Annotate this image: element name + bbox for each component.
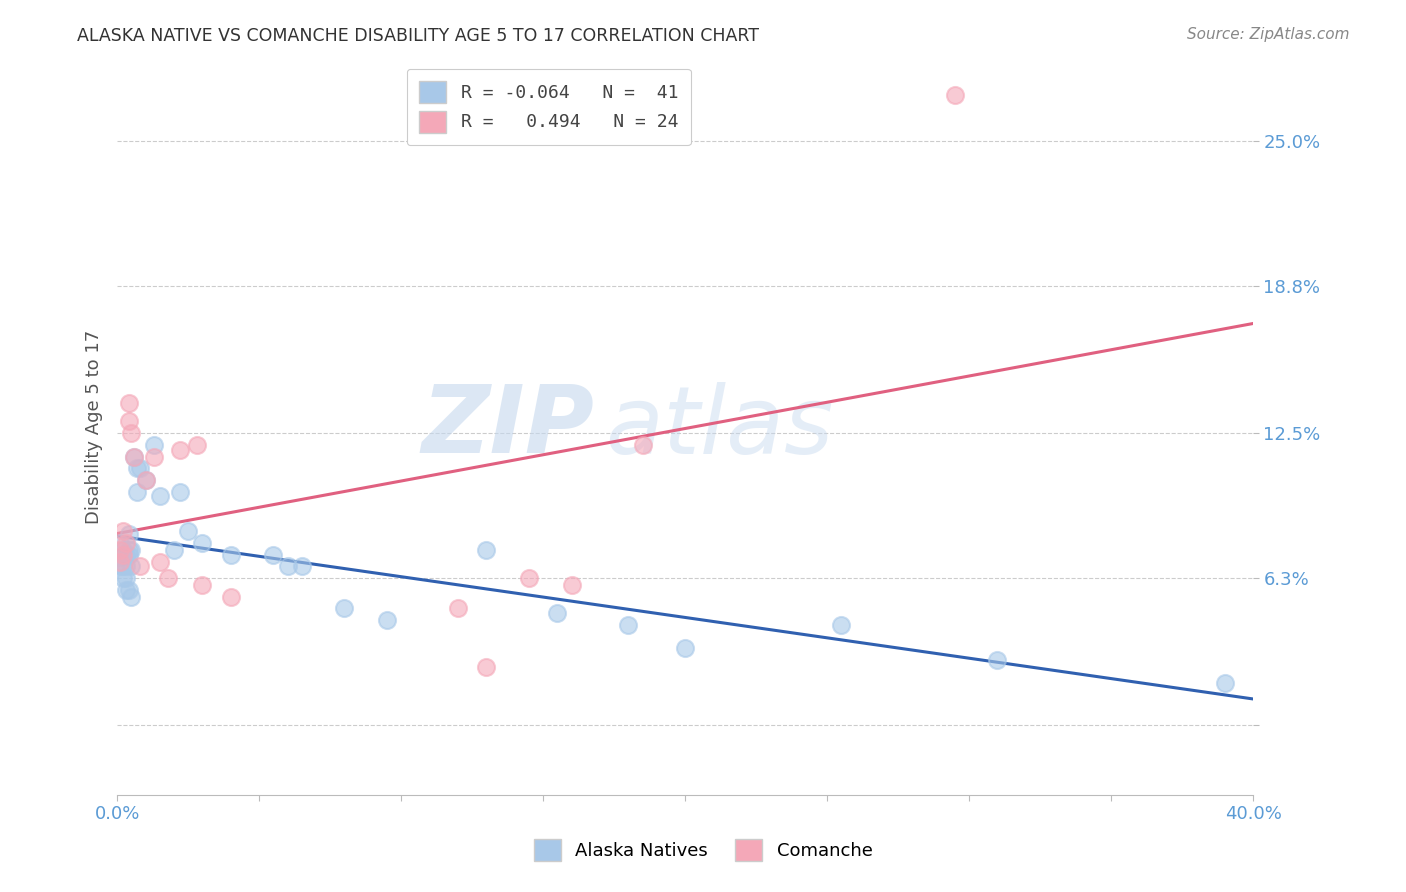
Point bbox=[1213, 676, 1236, 690]
Point bbox=[333, 601, 356, 615]
Point bbox=[111, 559, 134, 574]
Point bbox=[117, 396, 139, 410]
Point bbox=[111, 571, 134, 585]
Point bbox=[986, 653, 1008, 667]
Point bbox=[129, 461, 152, 475]
Legend: R = -0.064   N =  41, R =   0.494   N = 24: R = -0.064 N = 41, R = 0.494 N = 24 bbox=[406, 69, 690, 145]
Point bbox=[114, 536, 136, 550]
Point bbox=[120, 426, 142, 441]
Point bbox=[169, 442, 191, 457]
Legend: Alaska Natives, Comanche: Alaska Natives, Comanche bbox=[522, 827, 884, 874]
Point bbox=[117, 582, 139, 597]
Point bbox=[143, 438, 166, 452]
Point bbox=[114, 582, 136, 597]
Point bbox=[943, 87, 966, 102]
Point bbox=[108, 536, 131, 550]
Point bbox=[122, 450, 145, 464]
Point bbox=[219, 590, 242, 604]
Text: Source: ZipAtlas.com: Source: ZipAtlas.com bbox=[1187, 27, 1350, 42]
Point bbox=[169, 484, 191, 499]
Point bbox=[117, 526, 139, 541]
Point bbox=[291, 559, 314, 574]
Point bbox=[108, 559, 131, 574]
Point bbox=[108, 555, 131, 569]
Point bbox=[262, 548, 284, 562]
Text: ALASKA NATIVE VS COMANCHE DISABILITY AGE 5 TO 17 CORRELATION CHART: ALASKA NATIVE VS COMANCHE DISABILITY AGE… bbox=[77, 27, 759, 45]
Point bbox=[125, 461, 148, 475]
Point bbox=[631, 438, 654, 452]
Point bbox=[117, 542, 139, 557]
Point bbox=[517, 571, 540, 585]
Point bbox=[673, 640, 696, 655]
Point bbox=[135, 473, 157, 487]
Point bbox=[475, 659, 498, 673]
Point bbox=[149, 489, 172, 503]
Y-axis label: Disability Age 5 to 17: Disability Age 5 to 17 bbox=[86, 330, 103, 524]
Point bbox=[108, 542, 131, 557]
Point bbox=[120, 542, 142, 557]
Point bbox=[111, 548, 134, 562]
Point bbox=[617, 617, 640, 632]
Point bbox=[111, 524, 134, 539]
Point bbox=[143, 450, 166, 464]
Point bbox=[447, 601, 470, 615]
Point bbox=[277, 559, 299, 574]
Point bbox=[186, 438, 208, 452]
Point bbox=[219, 548, 242, 562]
Point bbox=[560, 578, 582, 592]
Point bbox=[191, 578, 214, 592]
Point bbox=[125, 484, 148, 499]
Point bbox=[117, 415, 139, 429]
Point bbox=[114, 571, 136, 585]
Point bbox=[117, 548, 139, 562]
Point bbox=[108, 549, 131, 564]
Point bbox=[114, 548, 136, 562]
Point bbox=[546, 606, 568, 620]
Point bbox=[135, 473, 157, 487]
Point bbox=[111, 542, 134, 557]
Point bbox=[122, 450, 145, 464]
Point bbox=[191, 536, 214, 550]
Text: ZIP: ZIP bbox=[422, 382, 595, 474]
Point bbox=[120, 559, 142, 574]
Point bbox=[157, 571, 180, 585]
Point bbox=[830, 617, 852, 632]
Point bbox=[114, 559, 136, 574]
Point bbox=[149, 555, 172, 569]
Point bbox=[475, 542, 498, 557]
Point bbox=[120, 590, 142, 604]
Point bbox=[375, 613, 398, 627]
Point bbox=[163, 542, 186, 557]
Text: atlas: atlas bbox=[606, 382, 834, 473]
Point bbox=[177, 524, 200, 539]
Point bbox=[129, 559, 152, 574]
